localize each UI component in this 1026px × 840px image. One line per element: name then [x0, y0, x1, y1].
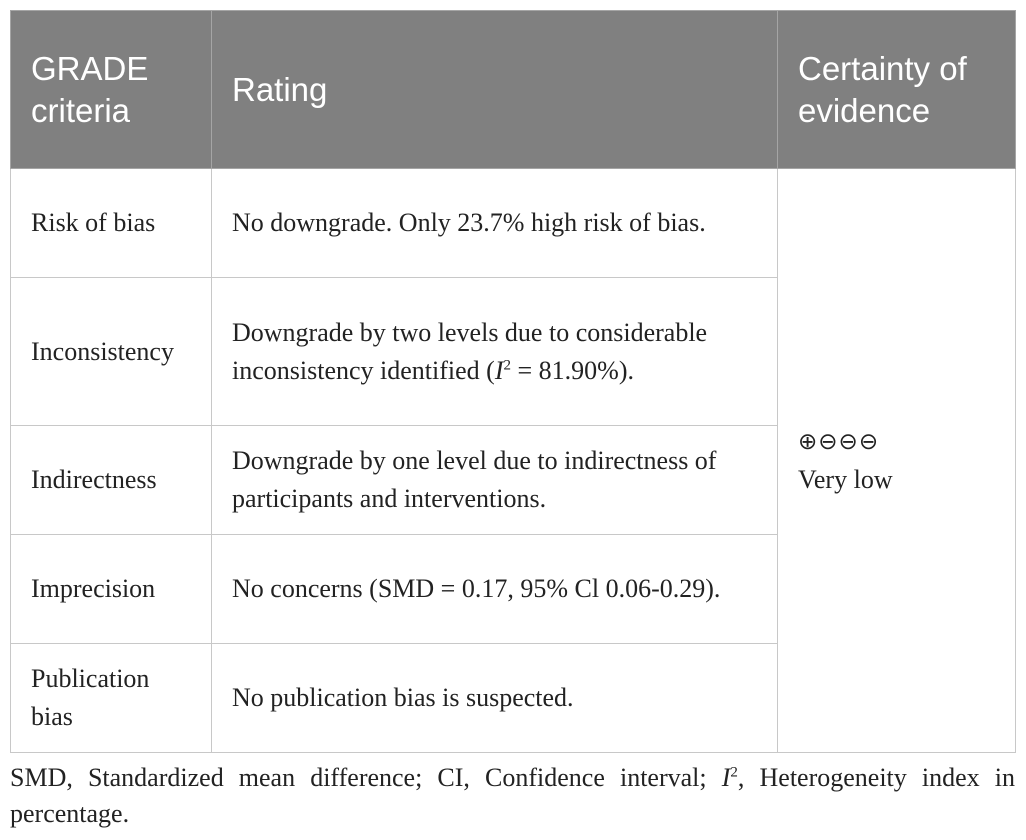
certainty-label: Very low [798, 464, 893, 494]
heterogeneity-superscript: 2 [503, 356, 512, 373]
rating-cell: No downgrade. Only 23.7% high risk of bi… [211, 168, 778, 278]
header-rating: Rating [211, 10, 778, 169]
grade-table: GRADE criteria Rating Certainty of evide… [10, 10, 1016, 753]
rating-cell: No concerns (SMD = 0.17, 95% Cl 0.06-0.2… [211, 534, 778, 644]
heterogeneity-symbol: I [494, 355, 504, 385]
rating-cell: Downgrade by two levels due to considera… [211, 277, 778, 426]
rating-cell: Downgrade by one level due to indirectne… [211, 425, 778, 535]
criterion-cell: Risk of bias [10, 168, 212, 278]
criterion-cell: Publication bias [10, 643, 212, 753]
header-grade-criteria: GRADE criteria [10, 10, 212, 169]
table-row: Publication bias No publication bias is … [10, 643, 1016, 753]
footnote-text-2: , Heterogeneity index in percentage. [10, 763, 1015, 828]
table-row: Indirectness Downgrade by one level due … [10, 425, 1016, 535]
footnote-text-1: SMD, Standardized mean difference; CI, C… [10, 763, 722, 792]
certainty-cell: ⊕⊖⊖⊖ Very low [777, 168, 1016, 753]
rating-text-after: = 81.90%). [511, 355, 634, 385]
footnote-superscript: 2 [730, 764, 738, 781]
footnote-symbol: I [721, 763, 731, 792]
criterion-cell: Inconsistency [10, 277, 212, 426]
rating-cell: No publication bias is suspected. [211, 643, 778, 753]
table-footnote: SMD, Standardized mean difference; CI, C… [10, 760, 1015, 832]
table-row: Risk of bias No downgrade. Only 23.7% hi… [10, 168, 1016, 753]
criterion-cell: Imprecision [10, 534, 212, 644]
header-certainty-of-evidence: Certainty of evidence [777, 10, 1016, 169]
certainty-symbols: ⊕⊖⊖⊖ [798, 428, 880, 455]
table-row: Imprecision No concerns (SMD = 0.17, 95%… [10, 534, 1016, 644]
table-header: GRADE criteria Rating Certainty of evide… [10, 10, 1016, 169]
criterion-cell: Indirectness [10, 425, 212, 535]
rating-text-before: Downgrade by two levels due to considera… [232, 317, 708, 385]
table-row: Inconsistency Downgrade by two levels du… [10, 277, 1016, 426]
